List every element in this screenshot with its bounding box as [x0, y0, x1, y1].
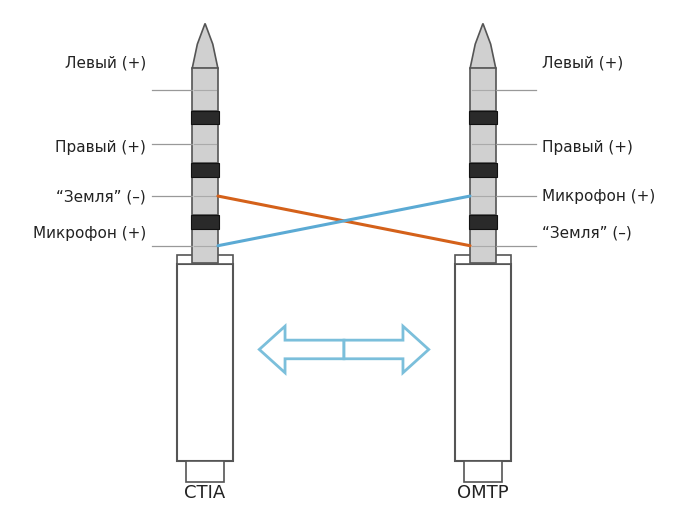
- Text: “Земля” (–): “Земля” (–): [542, 225, 632, 241]
- Bar: [455, 255, 510, 264]
- Bar: [192, 124, 218, 163]
- Bar: [192, 69, 218, 111]
- Bar: [191, 215, 219, 229]
- Bar: [469, 111, 497, 124]
- Bar: [470, 229, 496, 263]
- Bar: [469, 215, 497, 229]
- Bar: [178, 264, 233, 461]
- Text: CTIA: CTIA: [184, 484, 226, 502]
- Bar: [469, 163, 497, 177]
- Text: “Земля” (–): “Земля” (–): [56, 189, 146, 204]
- Polygon shape: [344, 326, 429, 373]
- Polygon shape: [192, 24, 218, 69]
- Bar: [470, 124, 496, 163]
- Bar: [192, 229, 218, 263]
- Polygon shape: [259, 326, 344, 373]
- Bar: [464, 461, 502, 482]
- Text: OMTP: OMTP: [457, 484, 508, 502]
- Text: Микрофон (+): Микрофон (+): [542, 189, 655, 204]
- Bar: [470, 69, 496, 111]
- Text: Левый (+): Левый (+): [65, 56, 146, 71]
- Polygon shape: [470, 24, 496, 69]
- Text: Правый (+): Правый (+): [542, 140, 633, 155]
- Bar: [186, 461, 224, 482]
- Bar: [192, 177, 218, 215]
- Bar: [470, 177, 496, 215]
- Bar: [178, 255, 233, 264]
- Text: Правый (+): Правый (+): [55, 140, 146, 155]
- Bar: [455, 264, 510, 461]
- Text: Левый (+): Левый (+): [542, 56, 623, 71]
- Text: Микрофон (+): Микрофон (+): [33, 225, 146, 241]
- Bar: [191, 111, 219, 124]
- Bar: [191, 163, 219, 177]
